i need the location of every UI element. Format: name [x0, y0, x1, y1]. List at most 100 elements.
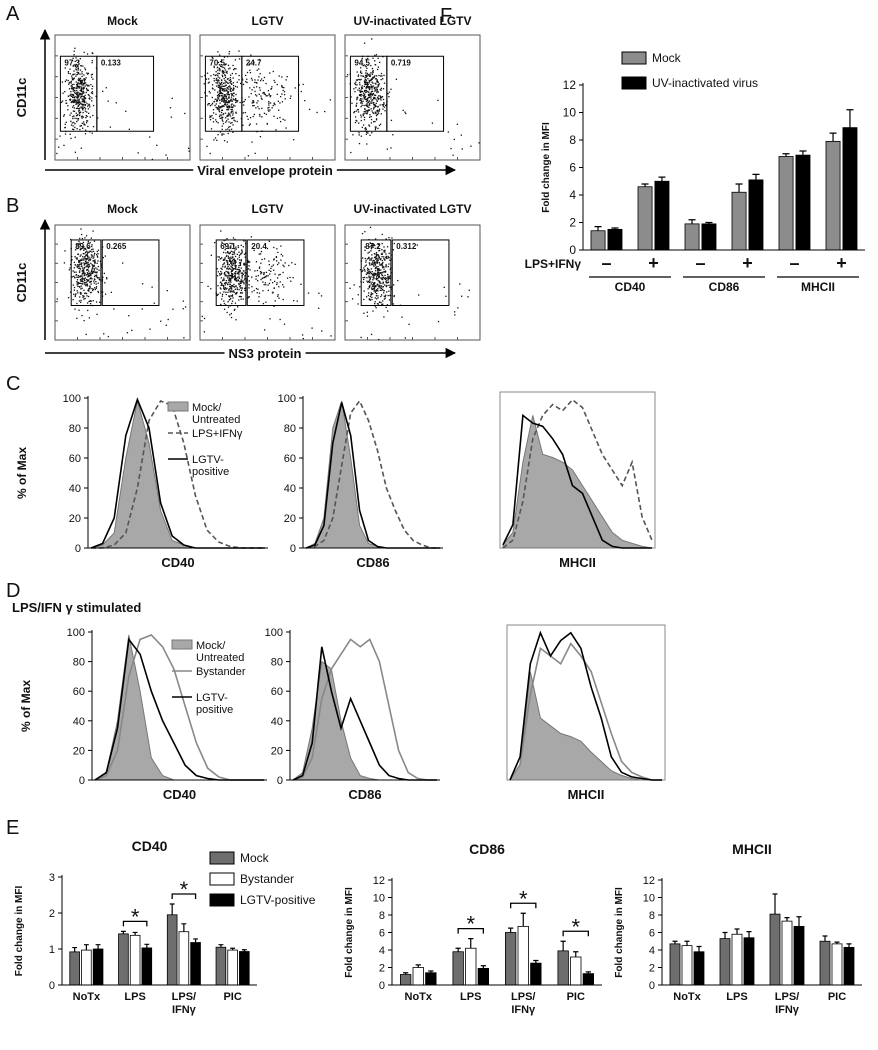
event-dot [91, 246, 92, 247]
event-dot [81, 274, 82, 275]
event-dot [361, 91, 362, 92]
panel-heading: LPS/IFN γ stimulated [12, 600, 141, 615]
event-dot [363, 115, 364, 116]
event-dot [268, 270, 269, 271]
event-dot [366, 88, 367, 89]
event-dot [222, 73, 223, 74]
event-dot [230, 115, 231, 116]
event-dot [232, 294, 233, 295]
event-dot [457, 124, 458, 125]
event-dot [235, 286, 236, 287]
event-dot [221, 112, 222, 113]
event-dot [71, 82, 72, 83]
error-bar [456, 948, 461, 952]
event-dot [387, 149, 388, 150]
event-dot [76, 259, 77, 260]
event-dot [371, 86, 372, 87]
event-dot [351, 103, 352, 104]
event-dot [73, 84, 74, 85]
event-dot [94, 271, 95, 272]
legend-swatch [172, 640, 192, 649]
event-dot [240, 265, 241, 266]
event-dot [221, 99, 222, 100]
legend-label: Mock [240, 851, 270, 865]
event-dot [80, 81, 81, 82]
event-dot [216, 99, 217, 100]
error-bar [573, 952, 578, 957]
event-dot [254, 270, 255, 271]
event-dot [231, 106, 232, 107]
event-dot [75, 274, 76, 275]
event-dot [82, 65, 83, 66]
event-dot [225, 122, 226, 123]
event-dot [79, 115, 80, 116]
event-dot [225, 104, 226, 105]
significance-mark: * [466, 912, 475, 937]
event-dot [231, 303, 232, 304]
event-dot [373, 104, 374, 105]
event-dot [91, 269, 92, 270]
bar [749, 180, 763, 250]
event-dot [77, 72, 78, 73]
event-dot [215, 137, 216, 138]
event-dot [380, 302, 381, 303]
event-dot [385, 270, 386, 271]
event-dot [378, 91, 379, 92]
event-dot [223, 97, 224, 98]
event-dot [58, 147, 59, 148]
event-dot [237, 121, 238, 122]
event-dot [91, 251, 92, 252]
event-dot [72, 122, 73, 123]
event-dot [232, 73, 233, 74]
event-dot [236, 265, 237, 266]
event-dot [86, 235, 87, 236]
bar [794, 926, 804, 985]
event-dot [77, 279, 78, 280]
event-dot [330, 99, 331, 100]
event-dot [216, 80, 217, 81]
event-dot [262, 278, 263, 279]
event-dot [80, 97, 81, 98]
event-dot [232, 295, 233, 296]
event-dot [79, 270, 80, 271]
event-dot [366, 132, 367, 133]
event-dot [250, 117, 251, 118]
event-dot [388, 291, 389, 292]
event-dot [69, 267, 70, 268]
event-dot [78, 268, 79, 269]
event-dot [371, 259, 372, 260]
event-dot [221, 115, 222, 116]
event-dot [235, 59, 236, 60]
event-dot [244, 254, 245, 255]
event-dot [149, 136, 150, 137]
event-dot [217, 81, 218, 82]
event-dot [269, 264, 270, 265]
event-dot [347, 74, 348, 75]
event-dot [218, 79, 219, 80]
y-tick-label: 12 [643, 875, 655, 887]
event-dot [241, 267, 242, 268]
event-dot [232, 132, 233, 133]
event-dot [91, 74, 92, 75]
event-dot [240, 281, 241, 282]
event-dot [394, 295, 395, 296]
event-dot [363, 113, 364, 114]
y-tick-label: 80 [69, 423, 81, 435]
event-dot [240, 299, 241, 300]
event-dot [365, 96, 366, 97]
event-dot [105, 293, 106, 294]
event-dot [452, 155, 453, 156]
event-dot [98, 250, 99, 251]
event-dot [229, 275, 230, 276]
event-dot [234, 309, 235, 310]
event-dot [259, 268, 260, 269]
x-tick-label: + [836, 253, 847, 273]
event-dot [219, 273, 220, 274]
event-dot [217, 51, 218, 52]
event-dot [220, 282, 221, 283]
y-tick-label: 2 [379, 963, 385, 975]
event-dot [377, 271, 378, 272]
event-dot [362, 277, 363, 278]
event-dot [279, 102, 280, 103]
event-dot [380, 296, 381, 297]
